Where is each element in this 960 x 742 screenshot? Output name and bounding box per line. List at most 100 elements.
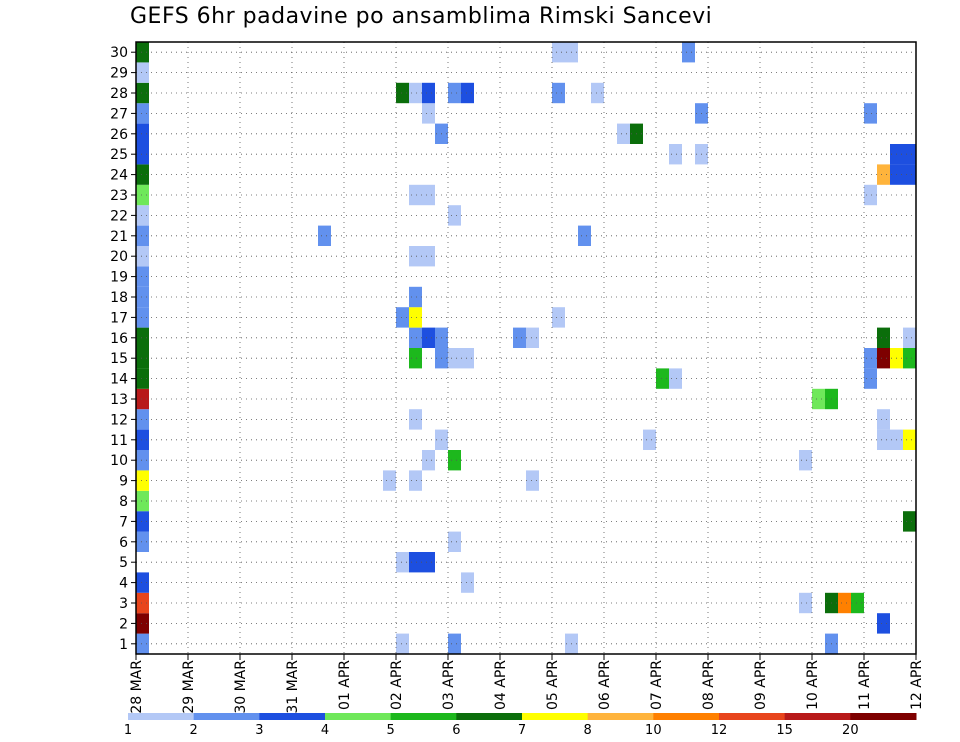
x-tick-label: 07 APR <box>649 660 665 710</box>
heatmap-cell <box>409 246 422 267</box>
x-tick-label: 30 MAR <box>233 660 249 714</box>
heatmap-cell <box>136 266 149 287</box>
chart-title: GEFS 6hr padavine po ansamblima Rimski S… <box>130 4 713 29</box>
y-tick-label: 7 <box>119 514 128 530</box>
y-tick-label: 6 <box>119 535 128 551</box>
heatmap-cell <box>136 103 149 124</box>
heatmap-cell <box>461 82 474 104</box>
heatmap-cell <box>903 511 916 532</box>
y-tick-label: 11 <box>110 433 128 449</box>
heatmap-cell <box>552 42 565 63</box>
heatmap-cell <box>903 429 916 450</box>
heatmap-cell <box>864 103 877 124</box>
heatmap-cell <box>396 633 409 654</box>
heatmap-cell <box>448 531 461 552</box>
heatmap-cell <box>448 633 461 654</box>
heatmap-cell <box>448 450 461 471</box>
heatmap-cell <box>409 286 422 308</box>
heatmap-cell <box>318 225 331 246</box>
heatmap-cell <box>136 450 149 471</box>
colorbar: 1 2 3 4 5 6 7 8 10 12 15 20 <box>124 713 917 738</box>
heatmap-cell <box>136 572 149 593</box>
heatmap-cell <box>877 409 890 430</box>
heatmap-cell <box>409 409 422 430</box>
heatmap-cell <box>409 552 422 573</box>
y-tick-label: 9 <box>119 474 128 490</box>
heatmap-cell <box>552 82 565 104</box>
heatmap-cell <box>578 225 591 246</box>
heatmap-cell <box>136 368 149 389</box>
heatmap-cell <box>136 42 149 63</box>
heatmap-cell <box>396 82 409 104</box>
heatmap-cell <box>136 62 149 83</box>
colorbar-label: 15 <box>776 723 793 738</box>
heatmap-cell <box>136 348 149 369</box>
y-tick-label: 1 <box>119 637 128 653</box>
heatmap-cell <box>864 184 877 206</box>
heatmap-cell <box>136 82 149 104</box>
heatmap-cell <box>422 103 435 124</box>
colorbar-label: 5 <box>387 723 395 738</box>
y-tick-label: 28 <box>110 86 128 102</box>
colorbar-swatch <box>128 713 195 720</box>
heatmap-cell <box>136 307 149 328</box>
y-tick-label: 22 <box>110 208 128 224</box>
heatmap-cell <box>136 511 149 532</box>
y-tick-label: 30 <box>110 45 128 61</box>
heatmap-cell <box>422 450 435 471</box>
heatmap-cell <box>409 307 422 328</box>
heatmap-cell <box>422 184 435 206</box>
y-tick-label: 17 <box>110 310 128 326</box>
colorbar-label: 1 <box>124 723 132 738</box>
colorbar-swatch <box>587 713 654 720</box>
x-tick-label: 02 APR <box>389 660 405 710</box>
colorbar-swatch <box>390 713 457 720</box>
heatmap-cell <box>136 246 149 267</box>
heatmap-cell <box>136 144 149 165</box>
colorbar-label: 8 <box>584 723 592 738</box>
y-tick-label: 13 <box>110 392 128 408</box>
y-tick-label: 29 <box>110 66 128 82</box>
heatmap-cell <box>877 327 890 348</box>
heatmap-cell <box>396 552 409 573</box>
heatmap-cell <box>903 144 916 165</box>
y-tick-label: 19 <box>110 270 128 286</box>
heatmap-cell <box>799 450 812 471</box>
heatmap-cell <box>526 327 539 348</box>
heatmap-cell <box>656 368 669 389</box>
colorbar-label: 7 <box>518 723 526 738</box>
y-tick-label: 18 <box>110 290 128 306</box>
heatmap-cell <box>409 327 422 348</box>
y-tick-label: 12 <box>110 412 128 428</box>
y-tick-label: 4 <box>119 576 128 592</box>
heatmap-cell <box>669 144 682 165</box>
heatmap-cell <box>383 470 396 491</box>
x-tick-label: 12 APR <box>909 660 925 710</box>
heatmap-cell <box>461 572 474 593</box>
heatmap-cell <box>851 592 864 614</box>
y-tick-label: 3 <box>119 596 128 612</box>
heatmap-cell <box>396 307 409 328</box>
colorbar-swatch <box>522 713 589 720</box>
heatmap-cell <box>552 307 565 328</box>
heatmap-cell <box>422 82 435 104</box>
heatmap-cell <box>136 286 149 308</box>
colorbar-label: 3 <box>255 723 263 738</box>
heatmap-cell <box>877 429 890 450</box>
heatmap-cell <box>409 82 422 104</box>
heatmap-cell <box>877 613 890 634</box>
colorbar-label: 2 <box>190 723 198 738</box>
y-axis: 1234567891011121314151617181920212223242… <box>110 45 136 653</box>
y-tick-label: 8 <box>119 494 128 510</box>
heatmap-cell <box>643 429 656 450</box>
x-tick-label: 06 APR <box>597 660 613 710</box>
heatmap-cell <box>136 123 149 144</box>
heatmap-cell <box>903 164 916 185</box>
y-tick-label: 14 <box>110 372 128 388</box>
heatmap-cell <box>799 592 812 614</box>
colorbar-swatch <box>456 713 523 720</box>
y-tick-label: 10 <box>110 453 128 469</box>
y-tick-label: 27 <box>110 106 128 122</box>
colorbar-label: 6 <box>452 723 460 738</box>
